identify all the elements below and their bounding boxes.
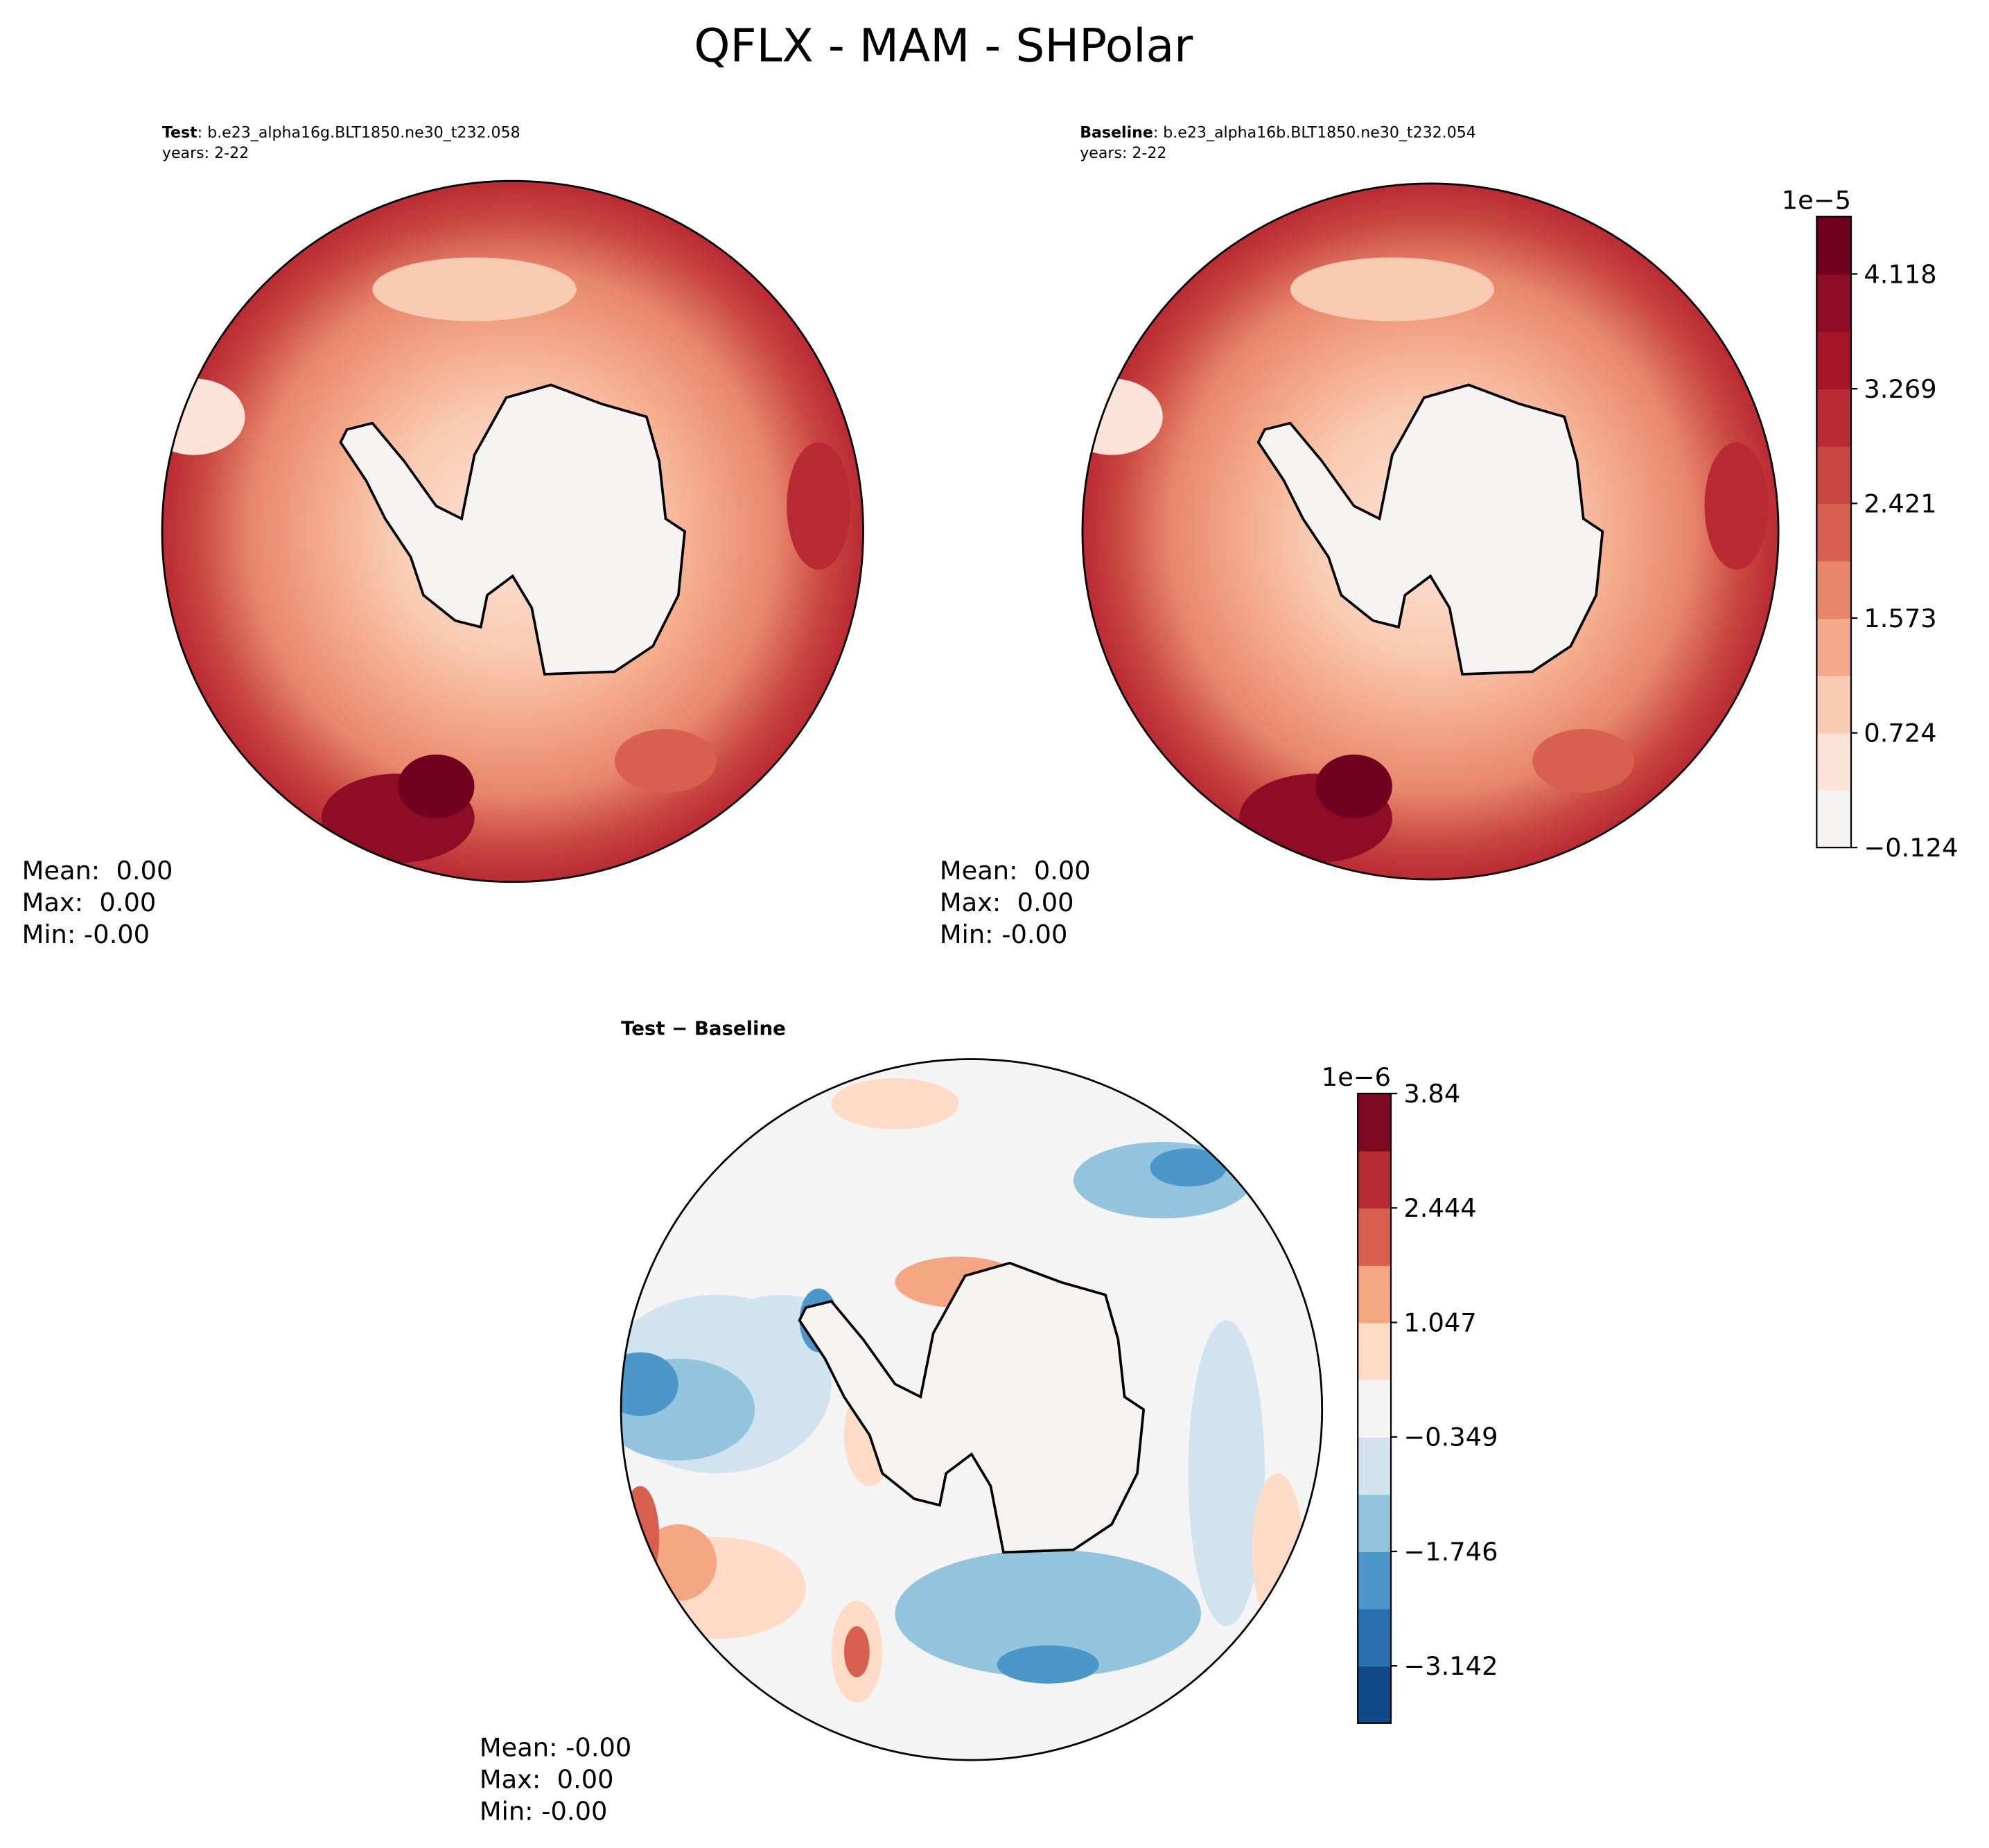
map-patch	[831, 1078, 959, 1129]
colorbar-band	[1358, 1265, 1392, 1323]
colorbar-band	[1816, 675, 1852, 734]
map-patch	[1290, 257, 1495, 322]
colorbar-band	[1816, 446, 1852, 504]
map-patch	[1188, 1320, 1265, 1626]
map-patch	[372, 257, 577, 322]
colorbar-tick-label: 2.444	[1403, 1193, 1476, 1223]
map-border	[161, 179, 864, 883]
subtitle-bold: Test	[162, 125, 198, 142]
map-patch	[787, 442, 851, 570]
colorbar-tick-label: 1.047	[1403, 1308, 1476, 1337]
map-patch	[843, 1626, 870, 1678]
colorbar-band	[1358, 1380, 1392, 1438]
colorbar-tick-label: 3.269	[1864, 374, 1936, 404]
map-patch	[1252, 1473, 1304, 1626]
colorbar-tick-label: −1.746	[1403, 1537, 1498, 1567]
colorbar-band	[1358, 1436, 1392, 1495]
colorbar-band	[1816, 388, 1852, 447]
map-patch	[1532, 729, 1635, 793]
subtitle-years: years: 2-22	[162, 145, 249, 162]
map-patch	[614, 729, 717, 793]
subtitle-bold: Test − Baseline	[621, 1017, 786, 1040]
colorbar-tick-label: 0.724	[1864, 719, 1936, 748]
map-patch	[621, 1352, 678, 1416]
colorbar-band	[1816, 216, 1852, 275]
stat: Min: -0.00	[940, 919, 1067, 949]
colorbar-band	[1358, 1551, 1392, 1610]
subtitle-case: : b.e23_alpha16g.BLT1850.ne30_t232.058	[198, 125, 520, 142]
stat: Max: 0.00	[940, 888, 1074, 917]
map-patch	[997, 1645, 1099, 1684]
subtitle: Baseline: b.e23_alpha16b.BLT1850.ne30_t2…	[1080, 125, 1476, 142]
colorbar-band	[1816, 331, 1852, 389]
map	[161, 181, 864, 882]
colorbar-offset: 1e−6	[1322, 1062, 1391, 1092]
stat: Mean: 0.00	[940, 856, 1091, 886]
antarctica	[798, 1261, 1146, 1554]
stat: Min: -0.00	[480, 1797, 607, 1827]
colorbar-tick-label: −3.142	[1403, 1651, 1498, 1681]
antarctica	[1256, 383, 1604, 676]
colorbar-band	[1358, 1666, 1392, 1724]
colorbar-frame	[1357, 1093, 1392, 1724]
colorbar-band	[1816, 274, 1852, 333]
colorbar-band	[1816, 561, 1852, 619]
map-patch	[895, 1549, 1201, 1678]
colorbar-band	[1816, 618, 1852, 676]
colorbar-tick-label: 2.421	[1864, 489, 1936, 518]
stat: Mean: 0.00	[22, 856, 173, 886]
subtitle-years: years: 2-22	[1080, 145, 1166, 162]
colorbar-tick-label: 1.573	[1864, 604, 1936, 633]
colorbar-tick-label: −0.124	[1864, 833, 1958, 863]
figure-title: QFLX - MAM - SHPolar	[694, 19, 1193, 72]
map	[621, 1059, 1322, 1761]
stat: Max: 0.00	[480, 1765, 614, 1795]
subtitle: Test: b.e23_alpha16g.BLT1850.ne30_t232.0…	[162, 125, 520, 142]
subtitle: Test − Baseline	[621, 1017, 786, 1040]
colorbar-band	[1358, 1608, 1392, 1667]
subtitle-bold: Baseline	[1080, 125, 1153, 142]
map	[1082, 183, 1779, 880]
map-patch	[1150, 1148, 1227, 1187]
subtitle-case: : b.e23_alpha16b.BLT1850.ne30_t232.054	[1153, 125, 1476, 142]
colorbar-offset: 1e−5	[1782, 186, 1851, 215]
antarctica	[339, 383, 686, 676]
stat: Min: -0.00	[22, 919, 150, 949]
colorbar-band	[1816, 503, 1852, 562]
colorbar-band	[1816, 790, 1852, 849]
map-patch	[161, 378, 245, 455]
map-border	[620, 1058, 1324, 1761]
stat: Max: 0.00	[22, 888, 157, 917]
colorbar-tick-label: 4.118	[1864, 259, 1936, 289]
colorbar-band	[1358, 1150, 1392, 1209]
colorbar-band	[1358, 1208, 1392, 1266]
colorbar-band	[1358, 1322, 1392, 1381]
stat: Mean: -0.00	[480, 1733, 631, 1763]
colorbar-band	[1358, 1093, 1392, 1152]
colorbar-band	[1816, 732, 1852, 791]
colorbar-tick-label: −0.349	[1403, 1423, 1498, 1452]
map-patch	[1315, 754, 1392, 818]
map-patch	[398, 754, 475, 818]
colorbar-frame	[1816, 215, 1852, 849]
map-border	[1081, 182, 1780, 881]
colorbar-tick-label: 3.84	[1403, 1079, 1460, 1109]
map-patch	[1704, 442, 1769, 570]
map-patch	[621, 1486, 660, 1588]
colorbar-band	[1358, 1494, 1392, 1552]
